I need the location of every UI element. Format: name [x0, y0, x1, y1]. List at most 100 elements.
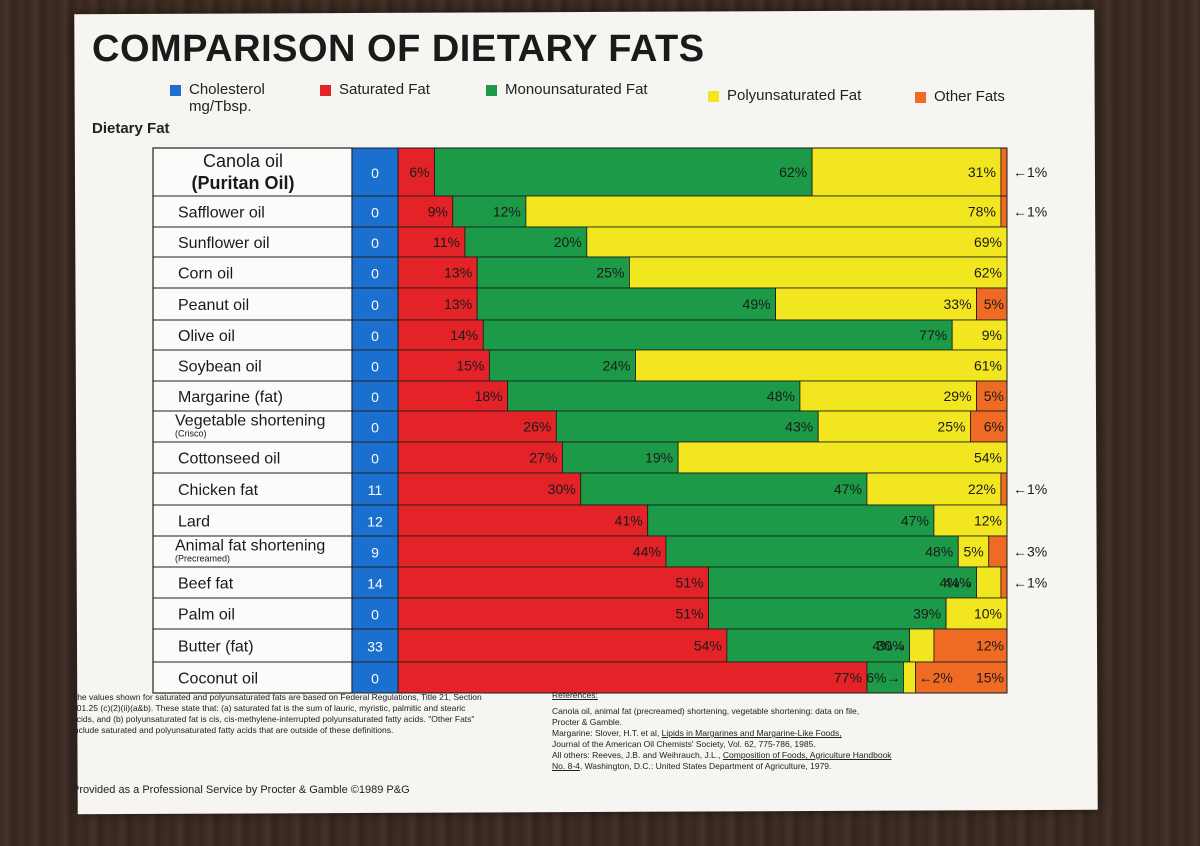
- bar-saturated: [397, 628, 728, 663]
- data-label-polyunsaturated: 12%: [974, 513, 1002, 529]
- data-label-saturated: 13%: [444, 265, 472, 281]
- data-label-monounsaturated: 20%: [554, 234, 582, 250]
- bar-monounsaturated: [507, 380, 801, 412]
- data-label-monounsaturated: 6%→: [866, 670, 900, 686]
- bar-polyunsaturated: [775, 287, 977, 321]
- references-line3b: Lipids in Margarines and Margarine-Like …: [661, 728, 842, 738]
- bar-monounsaturated: [464, 226, 588, 258]
- food-name: Sunflower oil: [178, 235, 270, 252]
- data-label-saturated: 27%: [529, 450, 557, 466]
- bar-monounsaturated: [708, 597, 947, 630]
- legend-label-cholesterol-unit: mg/Tbsp.: [189, 98, 252, 115]
- bar-polyunsaturated: [811, 147, 1002, 197]
- data-label-polyunsaturated: 69%: [974, 234, 1002, 250]
- food-name: Corn oil: [178, 266, 233, 283]
- bar-monounsaturated: [476, 287, 776, 321]
- data-label-monounsaturated: 44%: [944, 575, 972, 591]
- bar-monounsaturated: [647, 504, 935, 537]
- cholesterol-value: 14: [367, 576, 383, 592]
- bar-monounsaturated: [665, 535, 959, 568]
- food-name: Palm oil: [178, 607, 235, 624]
- bar-monounsaturated: [726, 628, 910, 663]
- data-label-saturated: 77%: [834, 670, 862, 686]
- bar-polyunsaturated: [525, 195, 1002, 228]
- data-label-polyunsaturated: 54%: [974, 450, 1002, 466]
- cholesterol-value: 0: [371, 205, 379, 221]
- cholesterol-value: 0: [371, 389, 379, 405]
- food-name: Butter (fat): [178, 639, 254, 656]
- bar-saturated: [397, 661, 868, 694]
- provided-by: Provided as a Professional Service by Pr…: [72, 784, 410, 796]
- data-label-monounsaturated: 47%: [834, 481, 862, 497]
- cholesterol-value: 0: [371, 451, 379, 467]
- references-line2: Procter & Gamble.: [552, 717, 622, 727]
- bar-monounsaturated: [452, 195, 527, 228]
- data-label-other: 15%: [976, 670, 1004, 686]
- data-label-polyunsaturated: 78%: [968, 204, 996, 220]
- references-line5b: Composition of Foods, Agriculture Handbo…: [722, 750, 892, 760]
- references-line5a: All others: Reeves, J.B. and Weihrauch, …: [552, 750, 723, 760]
- data-label-monounsaturated: 49%: [743, 296, 771, 312]
- data-label-polyunsaturated: 25%: [937, 419, 965, 435]
- data-label-monounsaturated: 48%: [925, 544, 953, 560]
- bar-other: [970, 410, 1008, 443]
- data-label-saturated: 26%: [523, 419, 551, 435]
- legend-label-polyunsaturated: Polyunsaturated Fat: [727, 87, 862, 104]
- cholesterol-value: 0: [371, 297, 379, 313]
- data-label-monounsaturated: 12%: [493, 204, 521, 220]
- bar-monounsaturated: [708, 566, 977, 599]
- references-line4: Journal of the American Oil Chemists' So…: [552, 739, 816, 749]
- legend-swatch-other: [915, 92, 926, 103]
- data-label-saturated: 18%: [475, 388, 503, 404]
- cholesterol-value: 9: [371, 545, 379, 561]
- data-label-monounsaturated: 25%: [596, 265, 624, 281]
- data-label-monounsaturated: 19%: [645, 450, 673, 466]
- bar-saturated: [397, 535, 667, 568]
- data-label-saturated: 44%: [633, 544, 661, 560]
- bar-polyunsaturated: [635, 349, 1008, 382]
- data-label-polyunsaturated: 10%: [974, 606, 1002, 622]
- food-name: Margarine (fat): [178, 389, 283, 406]
- bar-polyunsaturated: [799, 380, 977, 412]
- bar-other: [933, 628, 1008, 663]
- data-label-polyunsaturated: 9%: [982, 327, 1002, 343]
- cholesterol-value: 0: [371, 266, 379, 282]
- cholesterol-value: 11: [368, 482, 383, 498]
- bar-monounsaturated: [488, 349, 636, 382]
- data-label-other: 5%: [984, 296, 1004, 312]
- data-label-callout: ←1%: [1013, 481, 1047, 497]
- food-name: Animal fat shortening: [175, 538, 325, 555]
- references-line6a: No. 8-4: [552, 761, 580, 771]
- cholesterol-column: [351, 147, 399, 694]
- bar-other: [976, 380, 1008, 412]
- cholesterol-value: 33: [367, 639, 383, 655]
- bar-other: [1000, 472, 1008, 506]
- cholesterol-value: 12: [367, 514, 383, 530]
- bar-polyunsaturated: [976, 566, 1002, 599]
- references-heading: References:: [552, 690, 598, 700]
- food-name: Chicken fat: [178, 482, 259, 499]
- cholesterol-value: 0: [371, 671, 379, 687]
- legend-label-monounsaturated: Monounsaturated Fat: [505, 81, 648, 98]
- data-label-callout: ←1%: [1013, 575, 1047, 591]
- data-label-other: 12%: [976, 638, 1004, 654]
- data-label-polyunsaturated: 31%: [968, 164, 996, 180]
- data-label-monounsaturated: 43%: [785, 419, 813, 435]
- data-label-saturated: 30%: [548, 481, 576, 497]
- data-label-monounsaturated: 77%: [919, 327, 947, 343]
- data-label-saturated: 6%: [409, 164, 429, 180]
- food-name-sub: (Crisco): [175, 429, 207, 439]
- bar-monounsaturated: [866, 661, 904, 694]
- data-label-polyunsaturated: ←2%: [919, 670, 953, 686]
- bar-monounsaturated: [555, 410, 819, 443]
- food-name: Soybean oil: [178, 359, 262, 376]
- food-name: Vegetable shortening: [175, 413, 325, 430]
- data-label-callout: ←3%: [1013, 544, 1047, 560]
- references-line1: Canola oil, animal fat (precreamed) shor…: [552, 706, 860, 716]
- bar-saturated: [397, 504, 649, 537]
- legend-label-other: Other Fats: [934, 88, 1005, 105]
- data-label-saturated: 14%: [450, 327, 478, 343]
- food-name: Beef fat: [178, 576, 234, 593]
- data-label-other: 6%: [984, 419, 1004, 435]
